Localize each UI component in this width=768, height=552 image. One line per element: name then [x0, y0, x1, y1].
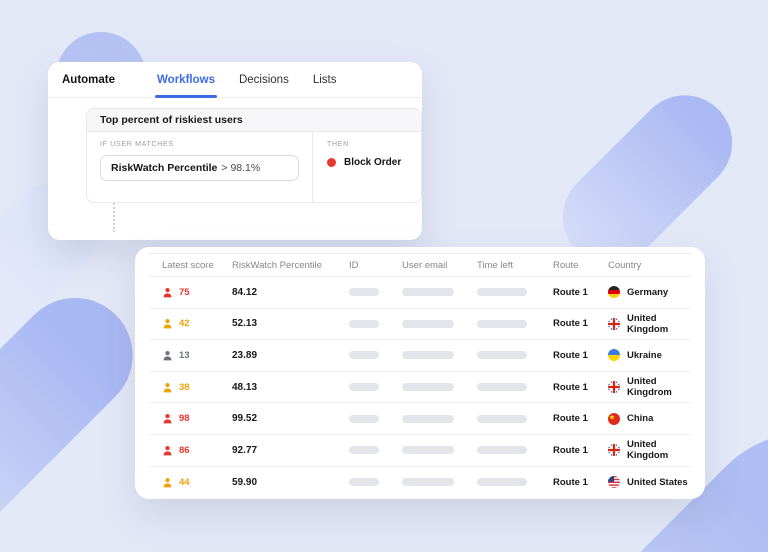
email-placeholder: [402, 414, 454, 423]
time-placeholder: [477, 478, 527, 487]
email-placeholder: [402, 446, 454, 455]
percentile-value: 92.77: [232, 444, 258, 456]
id-placeholder: [349, 383, 379, 392]
table-row[interactable]: 86 92.77 Route 1 United Kingdom: [149, 435, 691, 467]
table-row[interactable]: 13 23.89 Route 1 Ukraine: [149, 340, 691, 372]
col-latest-score: Latest score: [162, 259, 214, 271]
user-icon: [162, 350, 173, 361]
table-row[interactable]: 44 59.90 Route 1 United States: [149, 467, 691, 499]
flag-icon-ua: [608, 349, 620, 362]
col-route: Route: [553, 259, 579, 271]
email-placeholder: [402, 383, 454, 392]
score-value: 44: [179, 476, 190, 488]
score-value: 98: [179, 413, 190, 425]
route-value: Route 1: [553, 381, 588, 393]
then-label: THEN: [327, 141, 349, 148]
block-order-dot-icon: [327, 158, 336, 167]
flag-icon-gb: [608, 444, 620, 457]
score-value: 86: [179, 444, 190, 456]
user-icon: [162, 287, 173, 298]
condition-input[interactable]: RiskWatch Percentile > 98.1%: [100, 155, 299, 181]
tab-automate[interactable]: Automate: [62, 73, 116, 86]
table-header-row: Latest score RiskWatch Percentile ID Use…: [149, 253, 691, 277]
time-placeholder: [477, 414, 527, 423]
id-placeholder: [349, 414, 379, 423]
time-placeholder: [477, 383, 527, 392]
flag-icon-de: [608, 286, 620, 299]
id-placeholder: [349, 319, 379, 328]
percentile-value: 59.90: [232, 476, 258, 488]
route-value: Route 1: [553, 349, 588, 361]
percentile-value: 84.12: [232, 286, 258, 298]
user-icon: [162, 445, 173, 456]
route-value: Route 1: [553, 476, 588, 488]
percentile-value: 52.13: [232, 318, 258, 330]
col-riskwatch-percentile: RiskWatch Percentile: [232, 259, 322, 271]
time-placeholder: [477, 288, 527, 297]
table-row[interactable]: 75 84.12 Route 1 Germany: [149, 277, 691, 309]
col-country: Country: [608, 259, 642, 271]
if-label: IF USER MATCHES: [100, 141, 174, 148]
risk-table-card: Latest score RiskWatch Percentile ID Use…: [135, 247, 705, 499]
country-name: United States: [627, 476, 688, 488]
country-name: United Kingdrom: [627, 376, 672, 399]
col-user-email: User email: [402, 259, 448, 271]
table-body: 75 84.12 Route 1 Germany 42 52.13 Route …: [149, 277, 691, 498]
rule-then-section: THEN Block Order: [313, 132, 421, 202]
email-placeholder: [402, 351, 454, 360]
user-icon: [162, 382, 173, 393]
action-label: Block Order: [344, 157, 402, 168]
id-placeholder: [349, 478, 379, 487]
email-placeholder: [402, 478, 454, 487]
route-value: Route 1: [553, 413, 588, 425]
time-placeholder: [477, 319, 527, 328]
country-name: United Kingdom: [627, 439, 669, 462]
flag-icon-gb: [608, 317, 620, 330]
rule-if-section: IF USER MATCHES RiskWatch Percentile > 9…: [87, 132, 313, 202]
country-name: Germany: [627, 286, 669, 298]
email-placeholder: [402, 288, 454, 297]
score-value: 38: [179, 381, 190, 393]
country-name: China: [627, 413, 654, 425]
id-placeholder: [349, 288, 379, 297]
col-time-left: Time left: [477, 259, 514, 271]
condition-field: RiskWatch Percentile: [111, 162, 218, 174]
id-placeholder: [349, 351, 379, 360]
table-row[interactable]: 98 99.52 Route 1 China: [149, 403, 691, 435]
email-placeholder: [402, 319, 454, 328]
condition-value: > 98.1%: [221, 162, 261, 174]
workflow-card: Automate Workflows Decisions Lists Top p…: [48, 62, 422, 240]
score-value: 13: [179, 349, 190, 361]
route-value: Route 1: [553, 444, 588, 456]
tab-decisions[interactable]: Decisions: [238, 73, 289, 86]
country-name: United Kingdom: [627, 312, 669, 335]
score-value: 42: [179, 318, 190, 330]
rule-title: Top percent of riskiest users: [87, 109, 421, 132]
table-row[interactable]: 42 52.13 Route 1 United Kingdom: [149, 309, 691, 341]
id-placeholder: [349, 446, 379, 455]
block-order-action[interactable]: Block Order: [327, 157, 407, 168]
tab-lists[interactable]: Lists: [312, 73, 337, 86]
table-row[interactable]: 38 48.13 Route 1 United Kingdrom: [149, 372, 691, 404]
flag-icon-gb: [608, 381, 620, 394]
tab-workflows[interactable]: Workflows: [155, 62, 217, 98]
route-value: Route 1: [553, 318, 588, 330]
time-placeholder: [477, 351, 527, 360]
workflow-rule-card[interactable]: Top percent of riskiest users IF USER MA…: [86, 108, 422, 203]
percentile-value: 48.13: [232, 381, 258, 393]
percentile-value: 23.89: [232, 349, 258, 361]
flag-icon-us: [608, 476, 620, 489]
col-id: ID: [349, 259, 359, 271]
percentile-value: 99.52: [232, 413, 258, 425]
flag-icon-cn: [608, 412, 620, 425]
user-icon: [162, 318, 173, 329]
country-name: Ukraine: [627, 349, 662, 361]
time-placeholder: [477, 446, 527, 455]
route-value: Route 1: [553, 286, 588, 298]
user-icon: [162, 413, 173, 424]
score-value: 75: [179, 286, 190, 298]
user-icon: [162, 477, 173, 488]
workflow-tabs: Automate Workflows Decisions Lists: [48, 62, 422, 98]
